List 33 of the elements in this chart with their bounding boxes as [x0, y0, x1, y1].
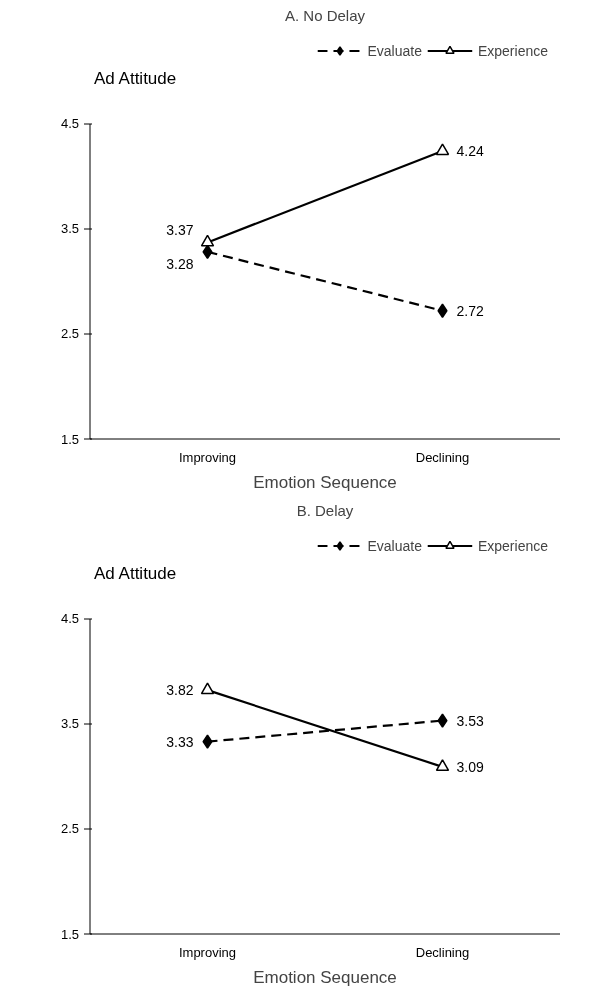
data-label: 3.37 [166, 222, 194, 239]
data-label: 3.09 [456, 758, 484, 775]
data-label: 3.82 [166, 682, 194, 699]
y-axis-title: Ad Attitude [94, 69, 177, 89]
data-label: 4.24 [456, 142, 484, 159]
data-label: 3.33 [166, 733, 194, 750]
y-tick-label: 1.5 [60, 926, 80, 942]
chart-title: A. No Delay [284, 7, 366, 24]
data-label: 3.53 [456, 712, 484, 729]
x-tick-label: Improving [178, 945, 237, 960]
point [437, 713, 448, 728]
y-tick-label: 3.5 [60, 716, 80, 732]
legend-label: Evaluate [367, 43, 422, 59]
x-tick-label: Declining [415, 945, 470, 960]
y-axis-title: Ad Attitude [94, 564, 177, 584]
x-axis-title: Emotion Sequence [253, 968, 397, 987]
point [202, 734, 213, 749]
chart-title: B. Delay [296, 502, 354, 519]
x-tick-label: Declining [415, 450, 470, 465]
y-tick-label: 3.5 [60, 221, 80, 237]
y-tick-label: 2.5 [60, 326, 80, 342]
data-label: 2.72 [456, 302, 484, 319]
x-tick-label: Improving [178, 450, 237, 465]
y-tick-label: 2.5 [60, 821, 80, 837]
data-label: 3.28 [166, 255, 194, 272]
point [437, 303, 448, 318]
x-axis-title: Emotion Sequence [253, 473, 397, 492]
legend-label: Experience [477, 538, 548, 554]
y-tick-label: 4.5 [60, 611, 80, 627]
legend-label: Evaluate [367, 538, 422, 554]
y-tick-label: 1.5 [60, 431, 80, 447]
legend-label: Experience [477, 43, 548, 59]
y-tick-label: 4.5 [60, 116, 80, 132]
